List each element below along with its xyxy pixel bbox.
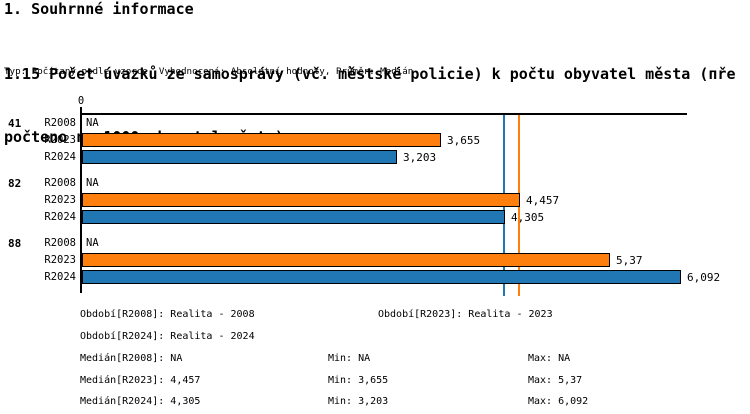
legend-median-r2024: Medián[R2024]: 4,305: [80, 396, 201, 407]
legend-median-r2008: Medián[R2008]: NA: [80, 353, 183, 364]
bar-value-label: 4,305: [511, 211, 545, 224]
legend-period-r2024: Období[R2024]: Realita - 2024: [80, 331, 255, 342]
row-label-r2023: R2023: [44, 194, 76, 206]
row-label-r2024: R2024: [44, 211, 76, 223]
legend-min-r2008: Min: NA: [328, 353, 371, 364]
group-label: 88: [8, 237, 22, 250]
row-label-r2024: R2024: [44, 271, 76, 283]
row-label-r2008: R2008: [44, 237, 76, 249]
group-label: 41: [8, 117, 22, 130]
legend-min-r2023: Min: 3,655: [328, 375, 389, 386]
group-label: 82: [8, 177, 22, 190]
y-axis-line: [80, 107, 82, 293]
bar-value-label: 5,37: [616, 254, 643, 267]
x-axis-zero-tick-label: 0: [77, 95, 85, 107]
legend-period-r2023: Období[R2023]: Realita - 2023: [378, 309, 553, 320]
row-label-r2008: R2008: [44, 117, 76, 129]
row-label-r2023: R2023: [44, 134, 76, 146]
legend-max-r2024: Max: 6,092: [528, 396, 589, 407]
bar-r2024: [82, 150, 397, 164]
row-label-r2008: R2008: [44, 177, 76, 189]
row-label-r2023: R2023: [44, 254, 76, 266]
bar-chart: 0 41 R2008 NA R2023 3,655 R2024 3,203 82 R2008 NA R…: [8, 95, 721, 296]
bar-value-label: 6,092: [687, 271, 721, 284]
chart-subtitle: Typ: Počítaný podle vzorce, Vyhodnocení:…: [4, 66, 414, 77]
row-label-r2024: R2024: [44, 151, 76, 163]
bar-r2024: [82, 270, 681, 284]
legend-min-r2024: Min: 3,203: [328, 396, 389, 407]
chart-title-line-1: 1.15 Počet úvazků ze samosprávy (vč. měs…: [4, 65, 736, 83]
x-axis-line: [81, 113, 687, 115]
bar-value-label: 3,203: [403, 151, 437, 164]
na-value-label: NA: [86, 117, 99, 129]
legend-max-r2008: Max: NA: [528, 353, 571, 364]
legend-median-r2023: Medián[R2023]: 4,457: [80, 375, 201, 386]
report-heading: 1. Souhrnné informace: [4, 0, 194, 18]
bar-value-label: 4,457: [526, 194, 560, 207]
legend-period-r2008: Období[R2008]: Realita - 2008: [80, 309, 255, 320]
bar-r2023: [82, 253, 610, 267]
bar-r2023: [82, 133, 441, 147]
legend-max-r2023: Max: 5,37: [528, 375, 583, 386]
na-value-label: NA: [86, 237, 99, 249]
bar-value-label: 3,655: [447, 134, 481, 147]
na-value-label: NA: [86, 177, 99, 189]
bar-r2023: [82, 193, 520, 207]
bar-r2024: [82, 210, 505, 224]
